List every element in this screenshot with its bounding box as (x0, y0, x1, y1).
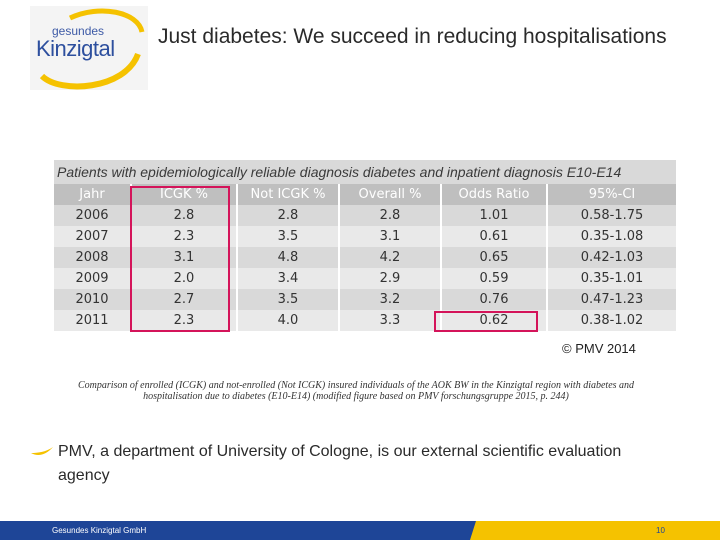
cell: 2.8 (338, 205, 441, 226)
cell: 0.61 (440, 226, 547, 247)
table-row: 2008 3.1 4.8 4.2 0.65 0.42-1.03 (54, 247, 676, 268)
figure-caption: Comparison of enrolled (ICGK) and not-en… (77, 380, 635, 402)
header-cell: Odds Ratio (440, 184, 547, 205)
cell: 2.9 (338, 268, 441, 289)
cell: 3.4 (236, 268, 339, 289)
page-number: 10 (656, 526, 665, 535)
cell: 4.0 (236, 310, 339, 331)
header-cell: 95%-CI (546, 184, 676, 205)
slide-title: Just diabetes: We succeed in reducing ho… (158, 25, 667, 48)
table-caption: Patients with epidemiologically reliable… (54, 160, 676, 184)
table-row: 2009 2.0 3.4 2.9 0.59 0.35-1.01 (54, 268, 676, 289)
cell: 2007 (54, 226, 131, 247)
cell: 0.47-1.23 (546, 289, 676, 310)
data-table: Jahr ICGK % Not ICGK % Overall % Odds Ra… (54, 184, 676, 331)
cell: 0.76 (440, 289, 547, 310)
cell: 0.59 (440, 268, 547, 289)
cell: 2.8 (236, 205, 339, 226)
cell: 3.1 (338, 226, 441, 247)
cell: 0.65 (440, 247, 547, 268)
logo-text-top: gesundes (52, 24, 105, 38)
table-header-row: Jahr ICGK % Not ICGK % Overall % Odds Ra… (54, 184, 676, 205)
footer-blue-band (0, 521, 480, 540)
logo-text-main: Kinzigtal (36, 36, 115, 61)
footer-yellow-band (484, 521, 720, 540)
cell: 2010 (54, 289, 131, 310)
cell: 3.1 (130, 247, 237, 268)
cell: 3.2 (338, 289, 441, 310)
cell: 4.2 (338, 247, 441, 268)
header-cell: ICGK % (130, 184, 237, 205)
cell: 2009 (54, 268, 131, 289)
cell: 1.01 (440, 205, 547, 226)
company-logo (30, 6, 148, 90)
header-cell: Not ICGK % (236, 184, 339, 205)
table-row: 2011 2.3 4.0 3.3 0.62 0.38-1.02 (54, 310, 676, 331)
cell: 2.0 (130, 268, 237, 289)
cell: 0.58-1.75 (546, 205, 676, 226)
copyright-notice: © PMV 2014 (562, 341, 636, 356)
header-cell: Overall % (338, 184, 441, 205)
cell: 4.8 (236, 247, 339, 268)
cell: 3.3 (338, 310, 441, 331)
table-row: 2010 2.7 3.5 3.2 0.76 0.47-1.23 (54, 289, 676, 310)
cell: 2011 (54, 310, 131, 331)
table-row: 2007 2.3 3.5 3.1 0.61 0.35-1.08 (54, 226, 676, 247)
footer-company: Gesundes Kinzigtal GmbH (52, 526, 147, 535)
swoosh-bullet-icon (31, 447, 53, 455)
cell: 3.5 (236, 226, 339, 247)
table-row: 2006 2.8 2.8 2.8 1.01 0.58-1.75 (54, 205, 676, 226)
cell: 2006 (54, 205, 131, 226)
header-cell: Jahr (54, 184, 131, 205)
bullet-text: PMV, a department of University of Colog… (58, 443, 622, 484)
cell: 0.35-1.01 (546, 268, 676, 289)
cell: 2.3 (130, 226, 237, 247)
cell: 3.5 (236, 289, 339, 310)
cell: 0.35-1.08 (546, 226, 676, 247)
cell: 0.62 (440, 310, 547, 331)
cell: 2008 (54, 247, 131, 268)
cell: 0.38-1.02 (546, 310, 676, 331)
cell: 2.7 (130, 289, 237, 310)
cell: 2.3 (130, 310, 237, 331)
cell: 0.42-1.03 (546, 247, 676, 268)
diabetes-table: Patients with epidemiologically reliable… (54, 160, 676, 332)
cell: 2.8 (130, 205, 237, 226)
